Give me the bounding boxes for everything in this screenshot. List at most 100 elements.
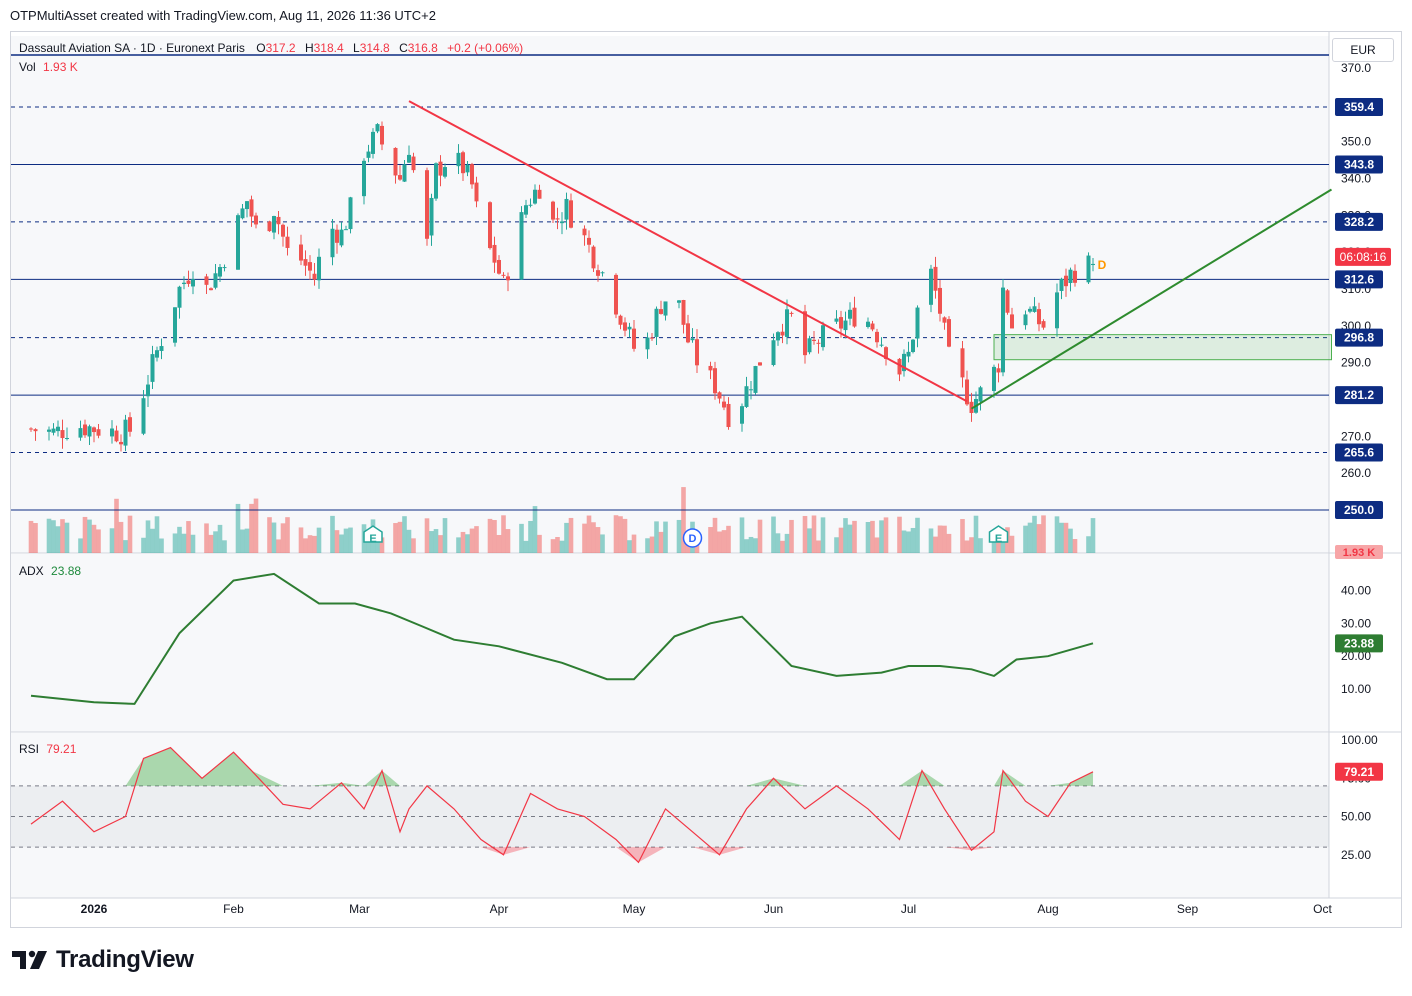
volume-bar [82, 516, 88, 553]
candle-body [119, 441, 123, 445]
volume-bar [901, 530, 907, 553]
volume-bar [1063, 522, 1069, 553]
volume-bar [474, 526, 479, 553]
candle-body [222, 267, 227, 269]
candle-body [348, 197, 353, 230]
volume-bar [235, 503, 241, 553]
candle-body [29, 428, 33, 430]
volume-bar [123, 540, 128, 553]
legend-open-label: O [256, 41, 266, 55]
volume-bar [397, 521, 403, 553]
candle-body [461, 152, 465, 174]
volume-axis-label: 1.93 K [1343, 547, 1375, 559]
candle-body [128, 417, 132, 432]
volume-bar [253, 498, 259, 553]
volume-bar [208, 534, 214, 553]
candle-body [1055, 292, 1059, 329]
volume-bar [438, 535, 443, 553]
candle-body [1091, 263, 1095, 266]
volume-bar [285, 517, 290, 553]
volume-bar [267, 517, 272, 553]
rsi-pane-background [11, 733, 1329, 898]
candle-body [1073, 270, 1077, 283]
volume-bar [51, 520, 56, 553]
volume-bar [1072, 539, 1078, 553]
candle-body [551, 201, 555, 220]
volume-bar [1059, 522, 1064, 553]
legend-high: 318.4 [313, 41, 344, 55]
candle-body [429, 197, 434, 236]
level-label-box [1335, 155, 1383, 174]
volume-bar [595, 527, 601, 553]
candle-body [236, 215, 240, 270]
level-label-box [1335, 328, 1383, 347]
candle-body [114, 430, 119, 442]
candle-body [339, 229, 344, 246]
volume-bar [28, 520, 34, 553]
currency-button[interactable]: EUR [1332, 38, 1394, 62]
candle-body [879, 344, 884, 346]
candle-body [240, 208, 245, 219]
volume-bar [429, 531, 434, 553]
volume-bar [280, 523, 286, 553]
rsi-value-label: 79.21 [1344, 765, 1374, 779]
volume-bar [1086, 536, 1091, 553]
candle-body [807, 338, 812, 353]
volume-bar [537, 534, 542, 553]
volume-bar [460, 531, 466, 553]
volume-bar [915, 517, 920, 553]
volume-bar [1068, 528, 1073, 553]
earnings-marker [988, 525, 1009, 543]
volume-bar [204, 523, 209, 553]
tradingview-logo[interactable]: TradingView [12, 946, 194, 974]
volume-bar [996, 532, 1001, 553]
candle-body [281, 224, 285, 237]
volume-bar [213, 531, 218, 553]
candle-body [816, 342, 821, 344]
candle-body [654, 308, 659, 337]
candle-body [618, 315, 623, 325]
candle-body [402, 164, 407, 182]
candle-body [245, 201, 249, 210]
chart-canvas[interactable]: EDED370.0350.0340.0330.0320.0310.0300.02… [11, 32, 1401, 927]
volume-bar [717, 531, 722, 553]
candle-body [978, 387, 983, 402]
volume-bar [771, 516, 776, 553]
volume-bar [1023, 525, 1028, 553]
candle-body [717, 392, 722, 399]
volume-bar [663, 521, 668, 553]
time-axis-tick: May [623, 902, 646, 916]
candle-body [146, 384, 150, 397]
volume-bar [784, 533, 790, 553]
volume-bar [442, 518, 448, 553]
level-label-box [1335, 501, 1383, 519]
candle-body [848, 309, 852, 319]
rsi-axis-tick: 25.00 [1341, 848, 1371, 862]
volume-label-box [1335, 545, 1383, 559]
volume-bar [676, 519, 682, 553]
volume-bar [991, 537, 997, 553]
volume-bar [109, 528, 115, 553]
earnings-marker-label: E [995, 533, 1002, 545]
candle-body [911, 339, 915, 352]
volume-bar [721, 530, 727, 553]
volume-bar [487, 518, 493, 553]
candle-body [753, 366, 758, 393]
candle-body [852, 307, 857, 327]
candle-body [938, 287, 942, 314]
candle-body [533, 189, 537, 204]
volume-bar [249, 503, 254, 553]
volume-bar [739, 517, 745, 553]
candle-body [407, 154, 411, 163]
volume-bar [933, 536, 938, 553]
candle-body [186, 280, 191, 284]
candle-body [560, 221, 564, 224]
candle-body [177, 286, 182, 308]
chart-frame[interactable]: EDED370.0350.0340.0330.0320.0310.0300.02… [10, 31, 1402, 928]
volume-bar [33, 523, 38, 553]
candle-body [587, 237, 591, 245]
volume-bar [802, 515, 808, 553]
candle-body [299, 244, 303, 261]
candle-body [582, 228, 587, 236]
candle-body [213, 273, 218, 288]
